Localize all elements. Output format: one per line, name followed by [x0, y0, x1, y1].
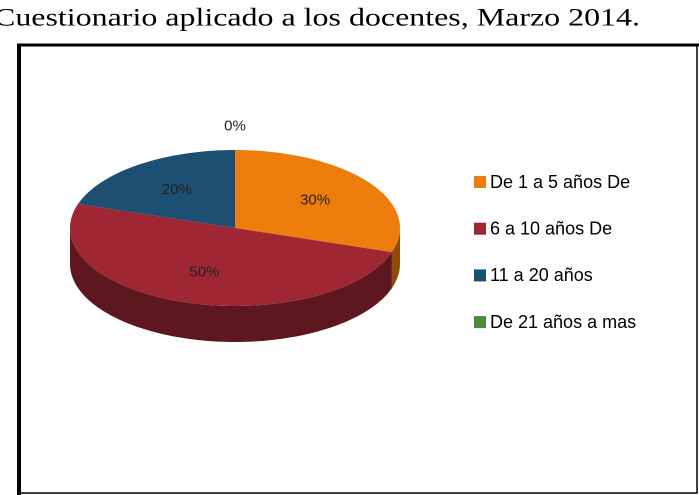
data-label: 30%: [300, 191, 330, 208]
legend-label: De 21 años a mas: [490, 312, 636, 332]
legend-swatch: [474, 316, 486, 329]
legend-swatch: [474, 222, 486, 235]
legend-label: 6 a 10 años De: [490, 218, 612, 238]
pie-slice-side: [70, 228, 392, 342]
legend-swatch: [474, 269, 486, 282]
pie-slice: [235, 150, 400, 253]
data-label: 20%: [162, 181, 192, 198]
legend-swatch: [474, 176, 486, 188]
chart-title: Cuestionario aplicado a los docentes, Ma…: [0, 5, 640, 32]
pie-slice: [78, 150, 235, 228]
pie-slice-side: [391, 228, 400, 289]
legend-label: 11 a 20 años: [490, 265, 593, 285]
legend-label: De 1 a 5 años De: [490, 172, 630, 192]
data-label: 0%: [224, 118, 246, 135]
data-label: 50%: [189, 263, 219, 280]
pie-slice: [70, 203, 392, 306]
